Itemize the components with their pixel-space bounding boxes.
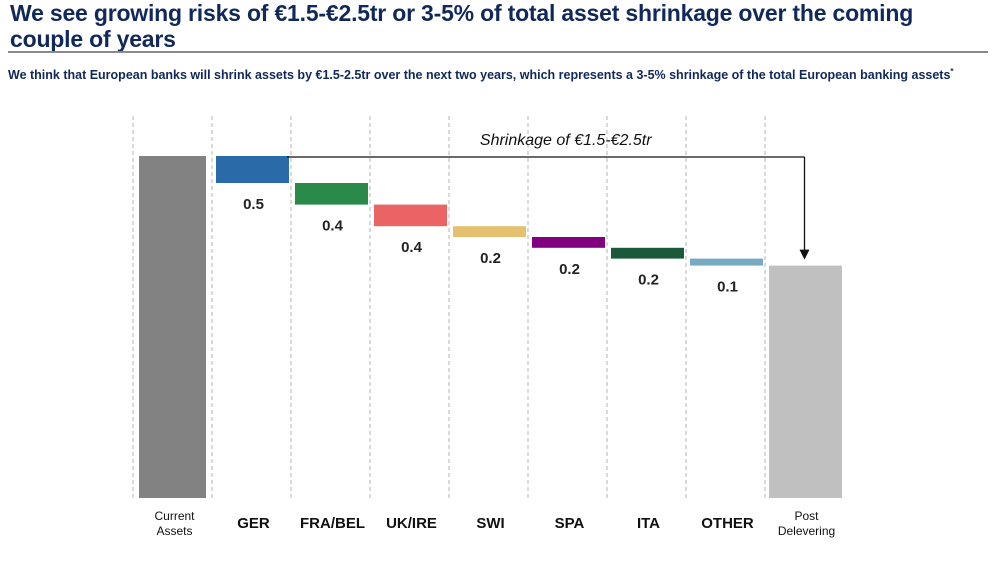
bar-swi bbox=[453, 226, 526, 237]
page-title: We see growing risks of €1.5-€2.5tr or 3… bbox=[10, 0, 914, 52]
category-label: Current bbox=[154, 509, 195, 523]
annotation-label: Shrinkage of €1.5-€2.5tr bbox=[480, 132, 652, 149]
bar-other bbox=[690, 258, 763, 266]
bar-current-assets bbox=[139, 156, 206, 498]
annotation-arrowhead-icon bbox=[799, 249, 810, 260]
data-label-ita: 0.2 bbox=[638, 272, 659, 289]
data-label-fra-bel: 0.4 bbox=[322, 218, 344, 235]
category-label: SPA bbox=[555, 515, 585, 532]
footnote-mark: * bbox=[950, 67, 954, 76]
bar-uk-ire bbox=[374, 204, 447, 227]
bar-fra-bel bbox=[295, 183, 368, 205]
page-subtitle: We think that European banks will shrink… bbox=[8, 64, 968, 83]
data-label-uk-ire: 0.4 bbox=[401, 239, 423, 256]
data-label-ger: 0.5 bbox=[243, 196, 264, 213]
category-label: Assets bbox=[156, 524, 192, 538]
bar-ger bbox=[216, 156, 289, 183]
data-label-other: 0.1 bbox=[717, 279, 738, 296]
data-label-swi: 0.2 bbox=[480, 250, 501, 267]
category-label: Delevering bbox=[778, 524, 835, 538]
category-label: OTHER bbox=[701, 515, 754, 532]
subtitle-text: We think that European banks will shrink… bbox=[8, 68, 951, 83]
category-label: Post bbox=[794, 509, 819, 523]
data-label-spa: 0.2 bbox=[559, 261, 580, 278]
category-label: ITA bbox=[637, 515, 660, 532]
category-label: UK/IRE bbox=[386, 515, 437, 532]
bar-spa bbox=[532, 237, 605, 248]
bar-ita bbox=[611, 247, 684, 259]
bar-post-delevering bbox=[769, 265, 842, 498]
title-divider bbox=[8, 51, 988, 53]
category-label: GER bbox=[237, 515, 270, 532]
category-label: FRA/BEL bbox=[300, 515, 365, 532]
category-label: SWI bbox=[476, 515, 504, 532]
